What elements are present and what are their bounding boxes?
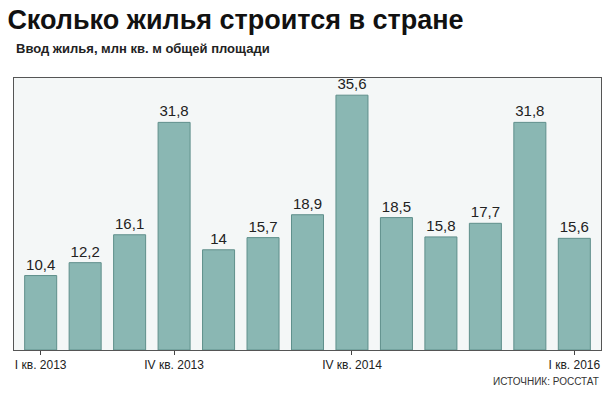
svg-text:IV кв. 2013: IV кв. 2013 xyxy=(144,358,204,372)
svg-text:31,8: 31,8 xyxy=(159,102,188,119)
svg-text:31,8: 31,8 xyxy=(515,102,544,119)
svg-text:17,7: 17,7 xyxy=(471,203,500,220)
svg-text:14: 14 xyxy=(210,230,227,247)
svg-text:15,7: 15,7 xyxy=(248,218,277,235)
svg-text:15,8: 15,8 xyxy=(426,217,455,234)
svg-text:15,6: 15,6 xyxy=(560,218,589,235)
svg-text:12,2: 12,2 xyxy=(71,243,100,260)
svg-text:10,4: 10,4 xyxy=(26,256,55,273)
svg-text:IV кв. 2014: IV кв. 2014 xyxy=(322,358,382,372)
svg-text:ИСТОЧНИК: РОССТАТ: ИСТОЧНИК: РОССТАТ xyxy=(493,376,599,387)
svg-text:I кв. 2016: I кв. 2016 xyxy=(548,358,600,372)
svg-text:18,9: 18,9 xyxy=(293,195,322,212)
svg-text:Сколько жилья строится в стран: Сколько жилья строится в стране xyxy=(7,5,463,35)
svg-text:I кв. 2013: I кв. 2013 xyxy=(15,358,67,372)
svg-text:16,1: 16,1 xyxy=(115,215,144,232)
svg-text:35,6: 35,6 xyxy=(337,75,366,92)
svg-text:18,5: 18,5 xyxy=(382,198,411,215)
svg-text:Ввод жилья, млн кв. м общей пл: Ввод жилья, млн кв. м общей площади xyxy=(16,41,270,56)
